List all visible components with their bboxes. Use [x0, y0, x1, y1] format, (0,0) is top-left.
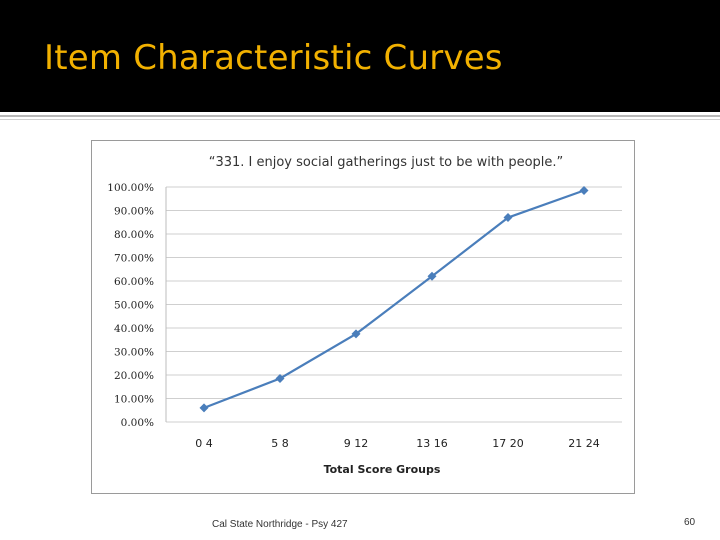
- line-chart: “331. I enjoy social gatherings just to …: [107, 155, 622, 476]
- x-tick-label: 17 20: [492, 437, 524, 450]
- page-number: 60: [684, 517, 696, 528]
- y-tick-label: 0.00%: [121, 417, 154, 429]
- data-point-marker: [503, 213, 513, 223]
- data-point-marker: [351, 329, 361, 339]
- y-tick-label: 10.00%: [114, 394, 154, 406]
- y-tick-label: 50.00%: [114, 300, 154, 312]
- y-tick-label: 90.00%: [114, 206, 154, 218]
- y-tick-label: 80.00%: [114, 229, 154, 241]
- x-axis-label: Total Score Groups: [324, 463, 441, 476]
- y-tick-label: 70.00%: [114, 253, 154, 265]
- y-tick-label: 20.00%: [114, 370, 154, 382]
- x-tick-label: 13 16: [416, 437, 448, 450]
- data-point-marker: [427, 271, 437, 281]
- slide-title: Item Characteristic Curves: [44, 38, 503, 78]
- chart-frame: “331. I enjoy social gatherings just to …: [91, 140, 635, 494]
- y-tick-label: 60.00%: [114, 276, 154, 288]
- y-tick-label: 30.00%: [114, 347, 154, 359]
- y-tick-label: 100.00%: [107, 182, 154, 194]
- x-tick-label: 5 8: [271, 437, 289, 450]
- x-tick-label: 21 24: [568, 437, 600, 450]
- title-divider: [0, 115, 720, 117]
- x-tick-label: 0 4: [195, 437, 213, 450]
- title-divider-thin: [0, 119, 720, 120]
- chart-title: “331. I enjoy social gatherings just to …: [209, 155, 564, 170]
- data-point-marker: [199, 403, 209, 413]
- footer-text: Cal State Northridge - Psy 427: [212, 519, 348, 530]
- data-point-marker: [275, 374, 285, 384]
- data-point-marker: [579, 186, 589, 196]
- x-tick-label: 9 12: [344, 437, 369, 450]
- title-bar: Item Characteristic Curves: [0, 0, 720, 112]
- series-line: [203, 189, 585, 409]
- y-tick-label: 40.00%: [114, 323, 154, 335]
